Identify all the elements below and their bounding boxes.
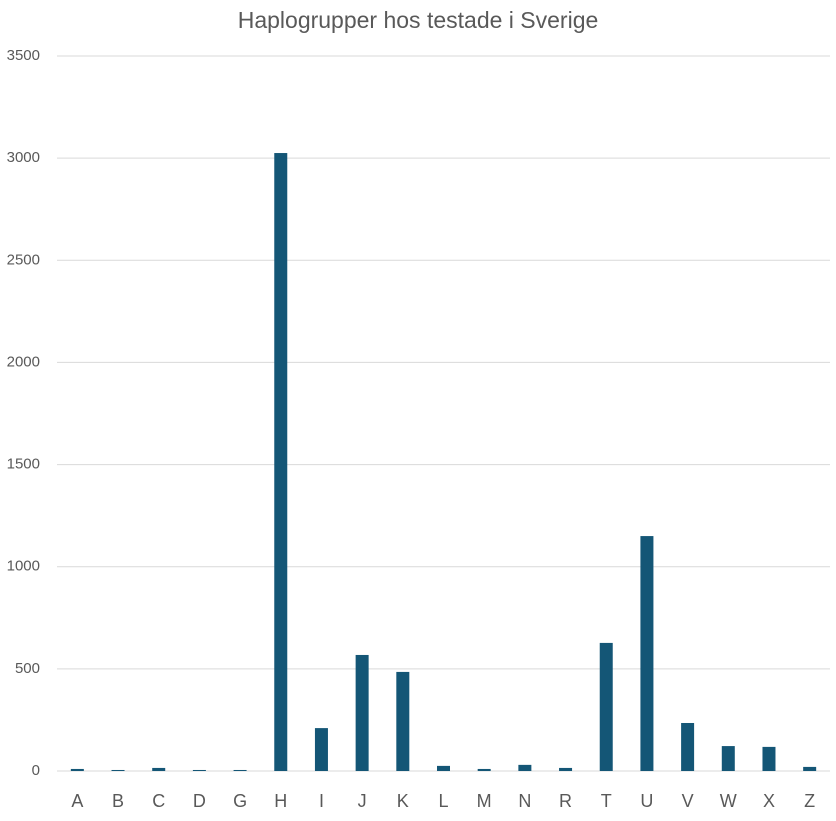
y-tick-label: 1000 — [7, 558, 40, 575]
x-tick-label: C — [152, 791, 165, 811]
x-tick-label: H — [274, 791, 287, 811]
x-tick-label: X — [763, 791, 775, 811]
bar — [599, 642, 613, 771]
bar — [437, 765, 450, 771]
y-tick-label: 2000 — [7, 353, 40, 370]
bar — [803, 766, 817, 771]
x-tick-label: N — [518, 791, 531, 811]
bar — [477, 768, 491, 771]
bar — [70, 768, 84, 771]
x-tick-label: U — [640, 791, 653, 811]
bar — [192, 769, 206, 771]
x-tick-label: V — [682, 791, 694, 811]
x-tick-label: K — [397, 791, 409, 811]
bar — [396, 671, 410, 771]
bar — [559, 767, 573, 771]
bar — [518, 764, 532, 771]
y-tick-label: 0 — [32, 762, 40, 779]
y-tick-label: 500 — [15, 660, 40, 677]
y-tick-label: 3000 — [7, 149, 40, 166]
x-tick-label: B — [112, 791, 124, 811]
bar — [640, 536, 654, 771]
y-tick-label: 2500 — [7, 251, 40, 268]
y-tick-label: 1500 — [7, 456, 40, 473]
bar — [274, 153, 288, 772]
x-tick-label: J — [358, 791, 367, 811]
chart-title: Haplogrupper hos testade i Sverige — [238, 7, 599, 33]
bar — [355, 654, 369, 771]
bar — [762, 746, 776, 771]
x-tick-label: T — [601, 791, 612, 811]
y-tick-label: 3500 — [7, 47, 40, 64]
x-tick-label: D — [193, 791, 206, 811]
x-tick-label: G — [233, 791, 247, 811]
x-tick-label: R — [559, 791, 572, 811]
bar — [111, 769, 125, 771]
bar — [152, 767, 166, 771]
x-tick-label: M — [477, 791, 492, 811]
bar — [681, 722, 695, 771]
x-tick-label: Z — [804, 791, 815, 811]
bar — [721, 746, 735, 771]
bar — [314, 728, 328, 771]
bar — [233, 769, 247, 771]
x-tick-label: L — [438, 791, 448, 811]
x-tick-label: W — [720, 791, 737, 811]
x-tick-label: A — [71, 791, 83, 811]
x-tick-label: I — [319, 791, 324, 811]
